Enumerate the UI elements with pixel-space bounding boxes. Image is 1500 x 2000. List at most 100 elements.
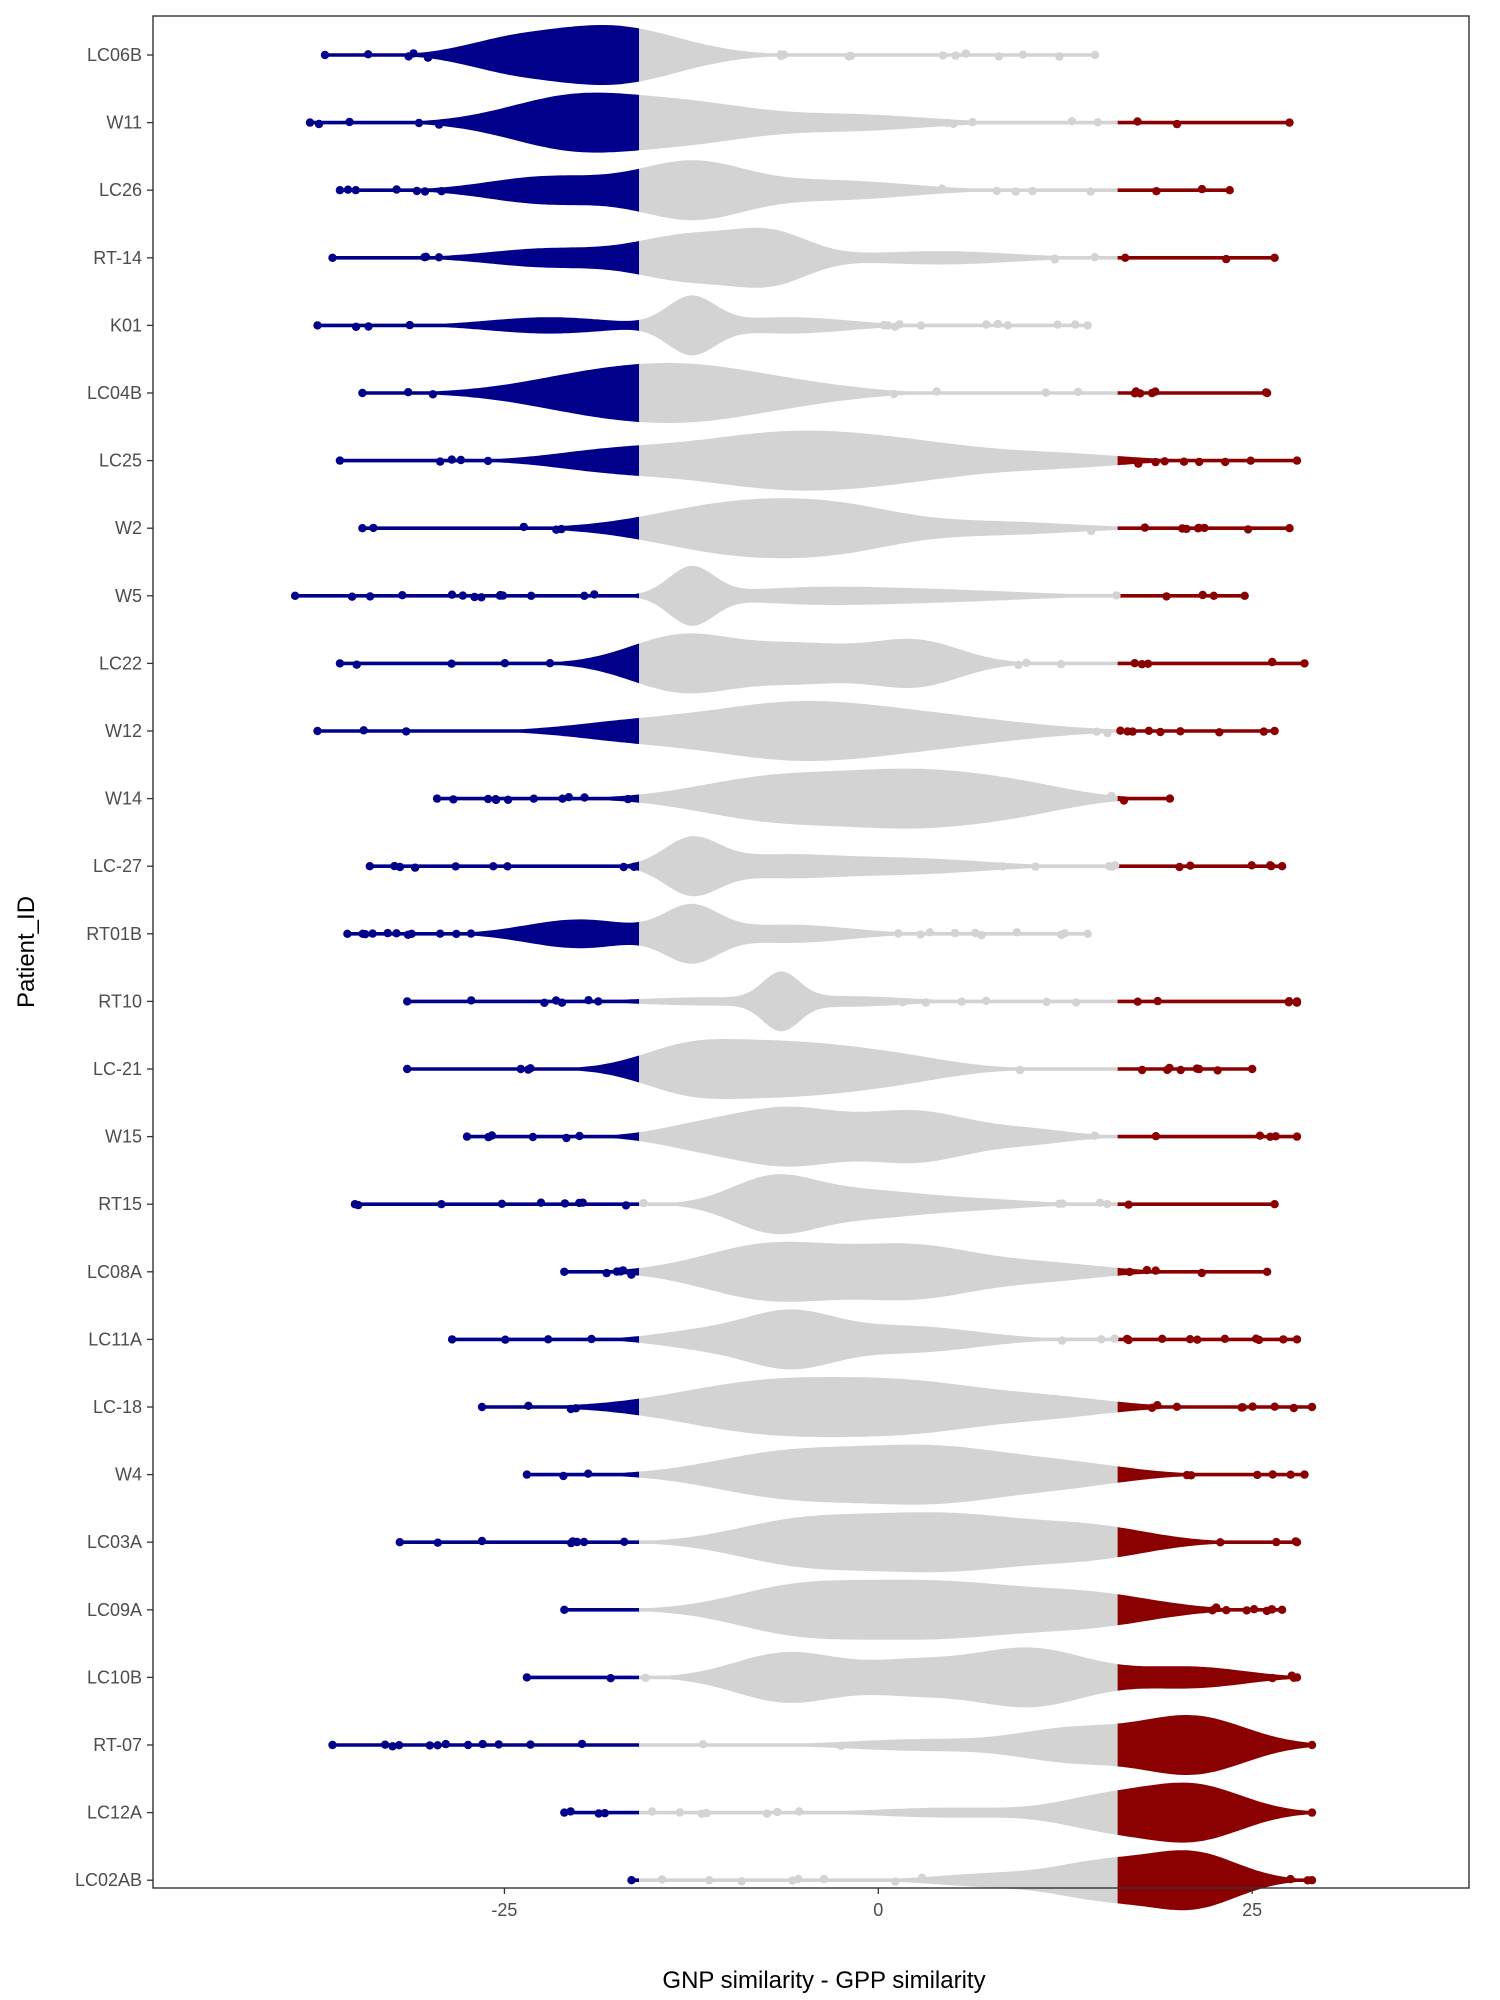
swarm-point <box>1187 1471 1196 1480</box>
swarm-point <box>702 1808 711 1818</box>
swarm-point <box>562 1133 571 1143</box>
swarm-point <box>1110 1334 1119 1343</box>
swarm-point <box>1071 998 1081 1007</box>
swarm-point <box>1222 254 1231 264</box>
swarm-point <box>1087 526 1096 536</box>
swarm-point-min <box>560 1267 569 1277</box>
swarm-point <box>1220 1334 1230 1344</box>
swarm-point <box>1197 184 1207 194</box>
swarm-point <box>447 590 457 599</box>
swarm-point-max <box>1090 50 1100 60</box>
swarm-point <box>1185 1335 1195 1344</box>
swarm-point <box>587 1334 596 1344</box>
swarm-point <box>1140 523 1150 532</box>
y-tick-label: LC22 <box>99 653 142 673</box>
swarm-point <box>1050 255 1060 264</box>
swarm-row-LC11A <box>447 1309 1302 1370</box>
swarm-point <box>1130 659 1139 668</box>
swarm-body-LC02AB-high <box>1117 1850 1312 1911</box>
swarm-point <box>527 591 536 600</box>
swarm-point-min <box>350 1200 360 1209</box>
swarm-row-LC26 <box>335 160 1234 221</box>
swarm-point <box>536 1198 546 1207</box>
swarm-point <box>1172 119 1182 129</box>
swarm-point <box>1086 187 1095 196</box>
swarm-point <box>788 1876 797 1885</box>
swarm-point <box>359 726 368 735</box>
swarm-point <box>1133 997 1142 1006</box>
swarm-row-LC04B <box>358 363 1272 423</box>
swarm-point <box>1215 728 1224 737</box>
y-tick-label: W14 <box>105 789 142 809</box>
swarm-point <box>998 862 1007 871</box>
swarm-point <box>1158 1334 1167 1344</box>
swarm-point <box>1222 1606 1231 1615</box>
swarm-body-LC-18-high <box>1117 1401 1312 1413</box>
swarm-body-LC-27-mid <box>639 836 1118 897</box>
swarm-point <box>1112 591 1121 600</box>
swarm-body-K01-mid <box>639 295 1088 356</box>
swarm-body-W11-mid <box>639 94 1118 151</box>
x-axis-title: GNP similarity - GPP similarity <box>662 1967 985 1994</box>
swarm-body-K01-low <box>317 317 639 334</box>
swarm-point <box>937 184 946 193</box>
swarm-point <box>1156 727 1165 737</box>
swarm-point <box>557 524 566 534</box>
swarm-body-LC10B-high <box>1117 1664 1297 1691</box>
swarm-point <box>932 387 941 396</box>
swarm-row-W15 <box>462 1106 1302 1167</box>
swarm-point <box>449 795 458 804</box>
swarm-point <box>412 186 422 196</box>
swarm-body-LC10B-low <box>526 1675 639 1680</box>
swarm-point <box>425 1741 434 1750</box>
swarm-point <box>1248 1402 1257 1411</box>
swarm-point <box>1147 388 1157 398</box>
swarm-point <box>1176 727 1185 736</box>
swarm-point <box>1041 388 1051 397</box>
swarm-point <box>437 187 446 196</box>
swarm-point <box>773 1807 782 1817</box>
swarm-point <box>1286 1470 1295 1479</box>
swarm-point <box>1103 1199 1112 1209</box>
swarm-point <box>951 51 960 60</box>
swarm-body-LC26-high <box>1117 188 1230 192</box>
swarm-point <box>1216 1538 1225 1547</box>
swarm-point <box>451 862 460 871</box>
swarm-point <box>1268 1470 1277 1479</box>
swarm-point-min <box>313 726 322 736</box>
swarm-point <box>641 1673 650 1683</box>
swarm-body-LC08A-mid <box>639 1241 1118 1302</box>
swarm-point <box>420 187 430 196</box>
swarm-point-min <box>403 1064 412 1074</box>
swarm-point-max <box>1307 1876 1317 1885</box>
swarm-point <box>405 320 414 330</box>
swarm-point <box>558 794 567 803</box>
swarm-point-min <box>328 1740 337 1750</box>
swarm-point <box>483 794 493 804</box>
y-tick-label: RT10 <box>98 991 142 1011</box>
swarm-point <box>1197 1268 1207 1278</box>
swarm-point <box>1251 1334 1261 1343</box>
y-tick-label: W11 <box>106 113 142 133</box>
swarm-point <box>1057 1336 1067 1345</box>
swarm-point <box>1022 658 1031 667</box>
swarm-point <box>1093 118 1102 127</box>
swarm-body-W5-mid <box>639 565 1118 626</box>
swarm-point <box>917 1873 927 1883</box>
swarm-body-RT01B-low <box>347 919 639 949</box>
swarm-point <box>916 321 926 330</box>
swarm-point-max <box>1307 1402 1317 1412</box>
swarm-point <box>584 996 593 1005</box>
swarm-point-min <box>627 1876 636 1885</box>
swarm-point <box>1128 727 1137 736</box>
swarm-point <box>529 794 538 803</box>
swarm-point <box>351 322 361 331</box>
swarm-point-min <box>522 1470 532 1479</box>
swarm-point <box>1143 659 1153 668</box>
swarm-point <box>1055 52 1064 61</box>
swarm-point <box>1119 796 1129 805</box>
swarm-point <box>762 1809 772 1818</box>
swarm-point <box>516 1064 525 1074</box>
swarm-body-W12-high <box>1117 729 1275 733</box>
